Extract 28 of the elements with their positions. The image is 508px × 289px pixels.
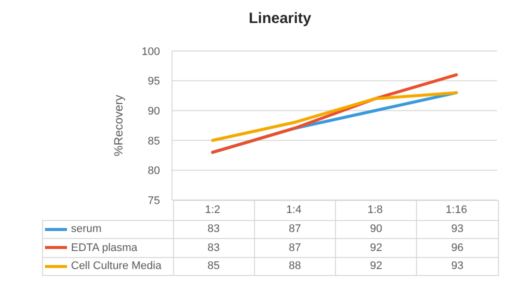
y-tick-label: 95: [148, 76, 160, 88]
line-series: [211, 91, 458, 142]
data-label: 90: [336, 220, 417, 238]
data-label: 92: [336, 257, 417, 276]
x-tick-label: 1:4: [286, 204, 302, 216]
y-tick-label: 75: [148, 194, 160, 207]
y-tick-label: 80: [148, 165, 160, 178]
data-label: 96: [416, 238, 498, 257]
data-label: 93: [416, 257, 498, 276]
data-label: 87: [254, 238, 336, 257]
data-label: 92: [336, 238, 417, 257]
legend-label: serum: [42, 220, 173, 238]
chart-title: Linearity: [248, 10, 312, 27]
data-label: 87: [254, 220, 336, 238]
data-label: 83: [173, 238, 254, 257]
data-label: 85: [173, 257, 254, 276]
x-tick-label: 1:2: [204, 204, 220, 216]
data-label: 93: [416, 220, 498, 238]
y-tick-label: 90: [148, 106, 160, 118]
y-tick-label: 100: [142, 46, 160, 58]
x-tick-label: 1:8: [367, 204, 383, 216]
x-tick-label: 1:16: [446, 204, 468, 216]
legend-label: Cell Culture Media: [42, 257, 173, 276]
legend-label: EDTA plasma: [42, 238, 173, 257]
data-label: 88: [254, 257, 336, 276]
y-tick-label: 85: [148, 135, 160, 148]
y-axis-title: %Recovery: [111, 94, 126, 156]
data-label: 83: [173, 220, 254, 238]
